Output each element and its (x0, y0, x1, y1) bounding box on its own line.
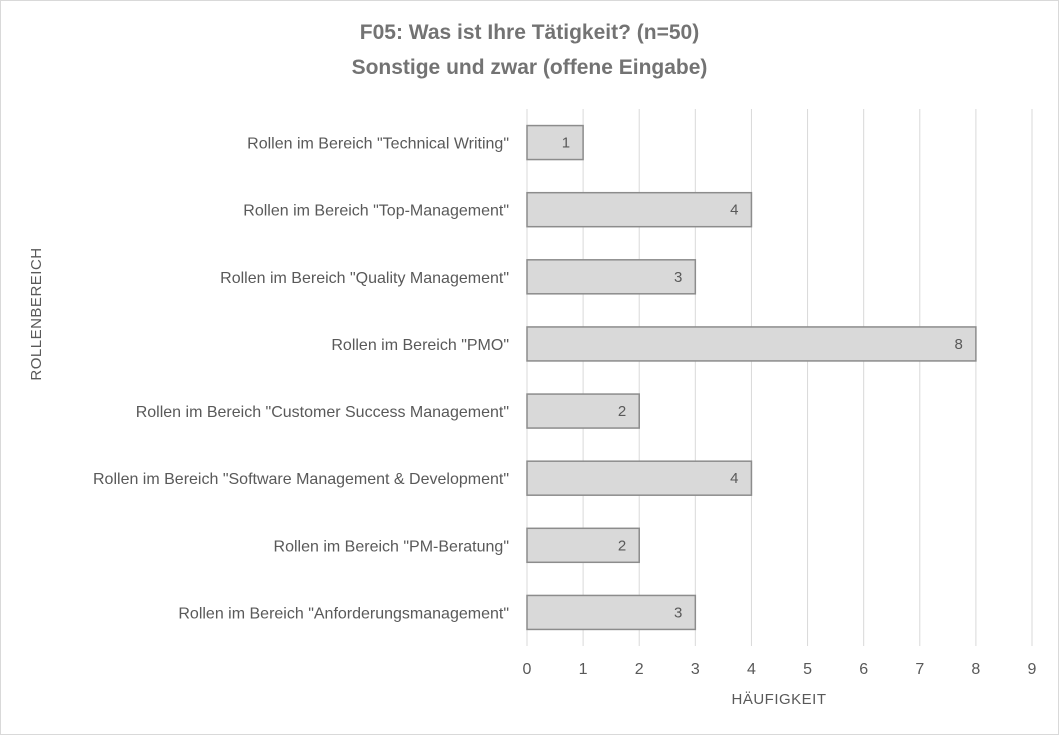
x-tick-label: 1 (579, 661, 588, 678)
category-label: Rollen im Bereich "Technical Writing" (247, 136, 509, 153)
bar-value-label: 1 (562, 135, 570, 152)
bar-value-label: 8 (955, 336, 963, 353)
bar (526, 326, 977, 362)
x-tick-label: 6 (859, 661, 868, 678)
x-tick-label: 8 (971, 661, 980, 678)
bar-value-label: 3 (674, 269, 682, 286)
x-tick-label: 9 (1028, 661, 1037, 678)
category-label: Rollen im Bereich "PM-Beratung" (274, 538, 509, 555)
x-tick-label: 0 (523, 661, 532, 678)
bar (526, 259, 697, 295)
bar (526, 124, 584, 161)
x-tick-label: 7 (915, 661, 924, 678)
category-label: Rollen im Bereich "Customer Success Mana… (136, 404, 509, 421)
x-tick-label: 2 (635, 661, 644, 678)
x-tick-labels: 0 1 2 3 4 5 6 7 8 9 (523, 661, 1037, 678)
bar (526, 594, 697, 631)
bar-value-label: 4 (730, 470, 738, 487)
bar-value-label: 2 (618, 403, 626, 420)
bar-value-label: 3 (674, 604, 682, 621)
bar-value-label: 4 (730, 202, 738, 219)
category-label: Rollen im Bereich "Top-Management" (243, 203, 509, 220)
x-tick-label: 5 (803, 661, 812, 678)
category-label: Rollen im Bereich "PMO" (331, 337, 509, 354)
chart-subtitle: Sonstige und zwar (offene Eingabe) (351, 56, 708, 79)
bar (526, 191, 753, 228)
y-axis-title: ROLLENBEREICH (28, 247, 45, 380)
category-labels: Rollen im Bereich "Technical Writing" Rol… (93, 136, 509, 623)
bars: 1 4 3 8 2 4 2 3 (526, 124, 977, 631)
category-label: Rollen im Bereich "Quality Management" (220, 270, 509, 287)
grid-lines (526, 109, 1033, 646)
bar (526, 393, 640, 429)
bar (526, 527, 640, 564)
x-axis-title: HÄUFIGKEIT (731, 691, 826, 708)
x-tick-label: 4 (747, 661, 756, 678)
x-tick-label: 3 (691, 661, 700, 678)
chart-title: F05: Was ist Ihre Tätigkeit? (n=50) (359, 21, 700, 44)
category-label: Rollen im Bereich "Anforderungsmanagemen… (178, 605, 509, 622)
bar (526, 460, 753, 496)
bar-value-label: 2 (618, 537, 626, 554)
category-label: Rollen im Bereich "Software Management &… (93, 471, 509, 488)
